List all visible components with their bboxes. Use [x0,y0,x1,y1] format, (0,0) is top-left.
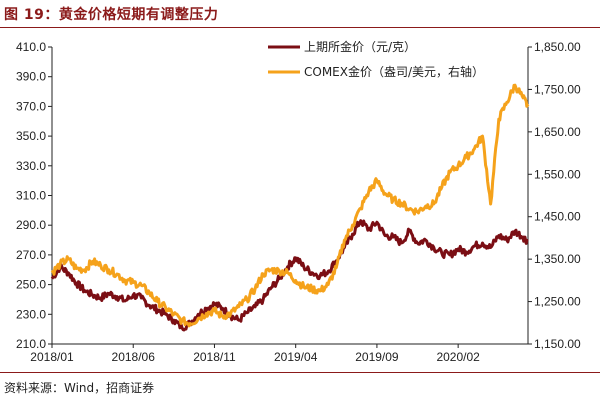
right-tick-label: 1,350.00 [534,252,581,266]
legend-label: COMEX金价（盎司/美元，右轴） [304,64,484,79]
shfe-price-line [50,219,529,332]
left-tick-label: 370.0 [16,99,46,113]
figure-title: 图 19：黄金价格短期有调整压力 [4,7,219,23]
title-rule [0,27,600,28]
right-tick-label: 1,450.00 [534,210,581,224]
x-tick-label: 2018/01 [30,350,74,364]
x-tick-label: 2018/06 [112,350,156,364]
left-tick-label: 230.0 [16,307,46,321]
x-tick-label: 2018/11 [193,350,236,364]
x-tick-label: 2019/09 [355,350,399,364]
source-note: 资料来源：Wind，招商证券 [4,381,155,395]
source-rule [0,372,600,373]
left-tick-label: 310.0 [16,189,46,203]
chart-lines [50,83,530,332]
left-tick-label: 250.0 [16,278,46,292]
left-tick-label: 390.0 [16,70,46,84]
right-tick-label: 1,750.00 [534,82,581,96]
comex-price-line [50,83,530,328]
chart-legend: 上期所金价（元/克） COMEX金价（盎司/美元，右轴） [268,39,484,79]
left-tick-label: 410.0 [16,40,46,54]
right-tick-label: 1,550.00 [534,167,581,181]
legend-item-shfe: 上期所金价（元/克） [268,39,416,54]
right-tick-label: 1,850.00 [534,40,581,54]
legend-item-comex: COMEX金价（盎司/美元，右轴） [268,64,484,79]
left-tick-label: 290.0 [16,218,46,232]
x-tick-label: 2019/04 [274,350,318,364]
x-tick-label: 2020/02 [436,350,480,364]
left-tick-label: 330.0 [16,159,46,173]
left-tick-label: 270.0 [16,248,46,262]
left-tick-label: 210.0 [16,337,46,351]
right-tick-label: 1,650.00 [534,125,581,139]
legend-label: 上期所金价（元/克） [304,39,416,54]
right-tick-label: 1,150.00 [534,337,581,351]
left-tick-label: 350.0 [16,129,46,143]
chart-axes: 210.0 230.0 250.0 270.0 290.0 310.0 330.0 350.0… [16,40,581,364]
right-tick-label: 1,250.00 [534,295,581,309]
